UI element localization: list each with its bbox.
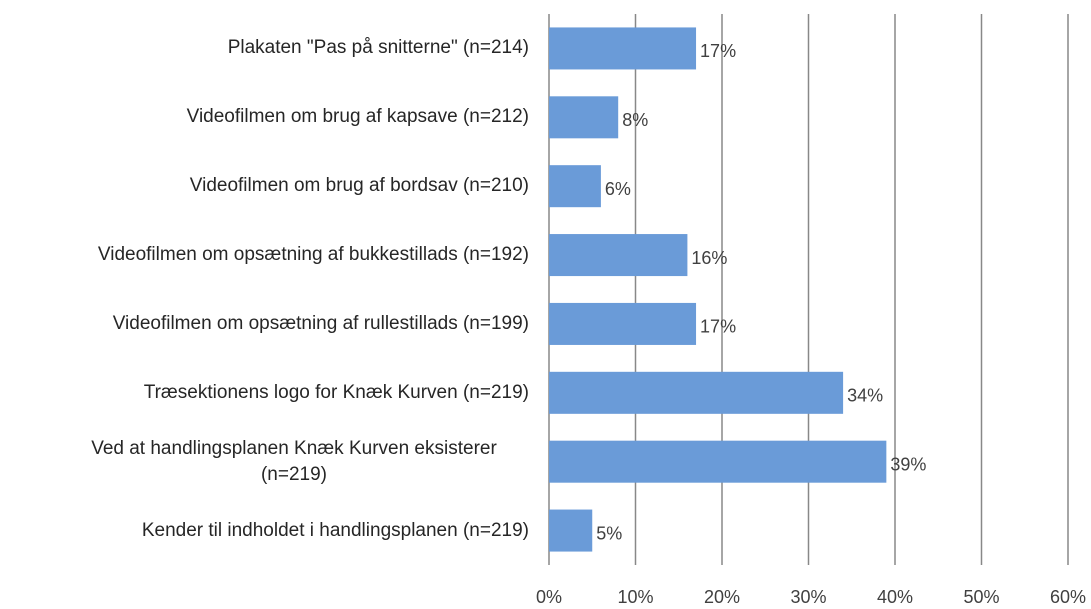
bar — [549, 27, 697, 70]
y-tick-label: Videofilmen om brug af bordsav (n=210) — [189, 175, 529, 197]
data-label: 17% — [700, 41, 736, 61]
category-label-box: Kender til indholdet i handlingsplanen (… — [0, 501, 529, 561]
bar — [549, 440, 887, 483]
y-tick-label: Videofilmen om brug af kapsave (n=212) — [186, 106, 529, 128]
bar — [549, 234, 688, 277]
data-label: 17% — [700, 317, 736, 337]
x-tick-label: 40% — [877, 587, 913, 607]
x-tick-label: 60% — [1050, 587, 1086, 607]
data-label: 16% — [691, 248, 727, 268]
data-label: 6% — [605, 179, 631, 199]
category-label-box: Ved at handlingsplanen Knæk Kurven eksis… — [0, 432, 529, 492]
y-tick-label: Plakaten "Pas på snitterne" (n=214) — [227, 37, 529, 59]
bar — [549, 96, 619, 139]
bar — [549, 371, 844, 414]
x-tick-label: 20% — [704, 587, 740, 607]
category-label-box: Videofilmen om opsætning af rullestillad… — [0, 294, 529, 354]
category-label-box: Plakaten "Pas på snitterne" (n=214) — [0, 18, 529, 78]
data-label: 34% — [847, 386, 883, 406]
y-tick-label: Ved at handlingsplanen Knæk Kurven eksis… — [91, 437, 497, 485]
data-label: 5% — [596, 523, 622, 543]
category-label-box: Videofilmen om brug af kapsave (n=212) — [0, 87, 529, 147]
category-label-box: Videofilmen om opsætning af bukkestillad… — [0, 225, 529, 285]
bar — [549, 302, 697, 345]
y-tick-label: Videofilmen om opsætning af bukkestillad… — [97, 244, 529, 266]
y-tick-label: Kender til indholdet i handlingsplanen (… — [141, 519, 529, 541]
category-label-box: Træsektionens logo for Knæk Kurven (n=21… — [0, 363, 529, 423]
y-tick-label: Træsektionens logo for Knæk Kurven (n=21… — [143, 381, 529, 403]
data-label: 39% — [890, 454, 926, 474]
x-tick-label: 0% — [536, 587, 562, 607]
x-tick-label: 10% — [617, 587, 653, 607]
category-label-box: Videofilmen om brug af bordsav (n=210) — [0, 156, 529, 216]
x-tick-label: 30% — [790, 587, 826, 607]
data-label: 8% — [622, 110, 648, 130]
bar — [549, 509, 593, 552]
x-tick-label: 50% — [963, 587, 999, 607]
y-tick-label: Videofilmen om opsætning af rullestillad… — [112, 312, 529, 334]
bar — [549, 165, 601, 208]
